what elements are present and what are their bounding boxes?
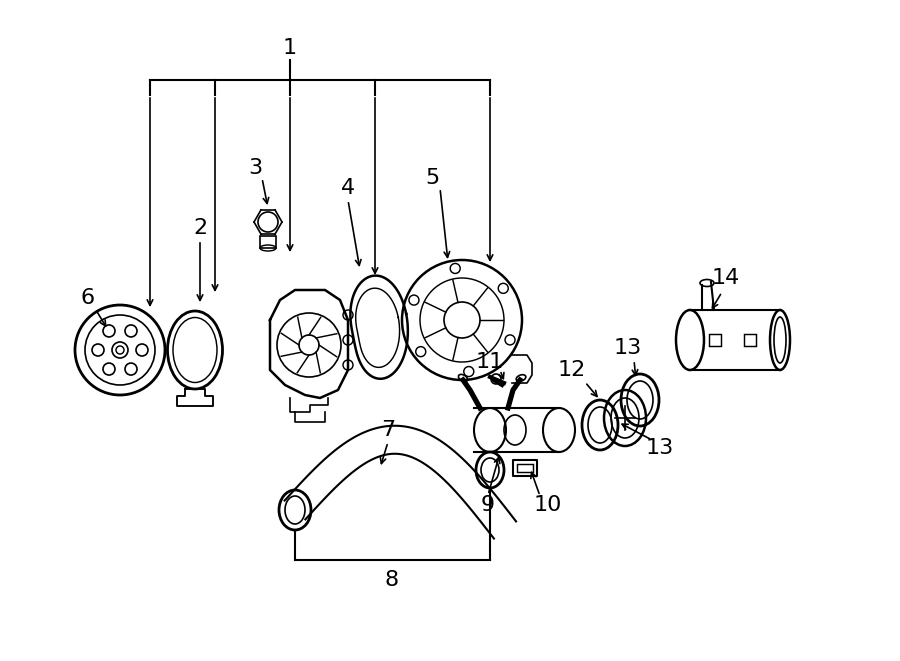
Text: 9: 9 [481, 495, 495, 515]
Text: 1: 1 [283, 38, 297, 58]
Text: 6: 6 [81, 288, 95, 308]
Bar [709, 334, 721, 346]
Text: 7: 7 [381, 420, 395, 440]
Text: 2: 2 [193, 218, 207, 238]
Text: 13: 13 [614, 338, 642, 358]
Text: 13: 13 [646, 438, 674, 458]
Text: 5: 5 [425, 168, 439, 188]
Bar [744, 334, 756, 346]
Text: 4: 4 [341, 178, 356, 198]
Text: 14: 14 [712, 268, 740, 288]
Text: 10: 10 [534, 495, 562, 515]
Text: 11: 11 [476, 352, 504, 372]
Bar [260, 236, 276, 248]
Text: 3: 3 [248, 158, 262, 178]
Text: 8: 8 [385, 570, 399, 590]
Text: 12: 12 [558, 360, 586, 380]
Bar [513, 460, 537, 476]
Bar [517, 464, 533, 472]
